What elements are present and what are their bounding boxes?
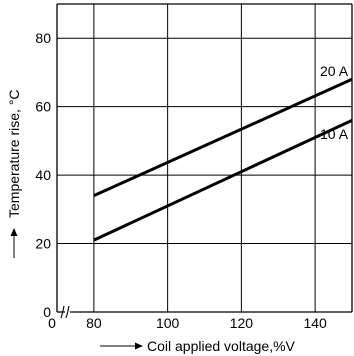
y-tick-label-80: 80: [35, 30, 51, 46]
series-line-20-a: [93, 77, 353, 198]
y-tick-label-60: 60: [35, 99, 51, 115]
x-tick-label-120: 120: [230, 315, 254, 331]
plot-frame: [56, 3, 353, 319]
y-tick-label-20: 20: [35, 236, 51, 252]
x-tick-label-140: 140: [303, 315, 327, 331]
x-axis-title: Coil applied voltage,%V: [147, 338, 296, 354]
y-axis-title: Temperature rise, °C: [6, 89, 22, 218]
series-lines: [93, 77, 353, 242]
grid: [57, 4, 352, 312]
y-tick-label-0: 0: [43, 304, 51, 320]
y-tick-label-40: 40: [35, 167, 51, 183]
series-label-20-a: 20 A: [320, 63, 349, 79]
series-label-10-a: 10 A: [320, 126, 349, 142]
axis-titles: Coil applied voltage,%V Temperature rise,…: [6, 89, 296, 354]
y-axis-arrow-head: [10, 228, 18, 236]
series-line-10-a: [93, 118, 353, 242]
x-tick-label-origin: 0: [48, 315, 56, 331]
tick-labels: 20 A 10 A 0 20 40 60 80 0 80 100 120 140: [35, 30, 348, 331]
axis-break-mark-1: [60, 305, 65, 319]
axis-break-mark-2: [65, 305, 70, 319]
x-tick-label-100: 100: [156, 315, 180, 331]
x-tick-label-80: 80: [86, 315, 102, 331]
x-axis-arrow-head: [135, 342, 143, 350]
